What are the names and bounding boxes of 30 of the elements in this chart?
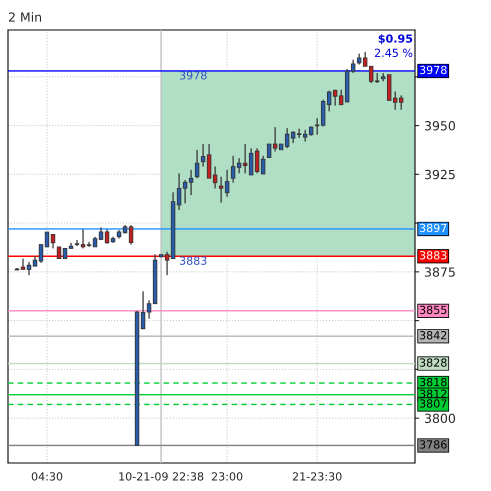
ref-line-label: 3855 bbox=[420, 306, 446, 314]
ref-line-label: 3897 bbox=[420, 224, 446, 232]
x-tick-label: 10-21-09 22:38 bbox=[119, 472, 204, 481]
ref-line-label: 3786 bbox=[420, 440, 447, 449]
x-tick-label: 04:30 bbox=[32, 472, 62, 481]
chart-title: 2 Min bbox=[8, 12, 42, 22]
candlestick bbox=[62, 248, 68, 260]
candlestick bbox=[20, 258, 26, 270]
candlestick bbox=[194, 149, 200, 179]
annotation: 3978 bbox=[420, 66, 447, 74]
y-tick-label: 3800 bbox=[424, 414, 456, 424]
x-tick-label: 23:00 bbox=[212, 472, 242, 481]
ref-line-label: 3818 bbox=[420, 378, 447, 386]
ref-line-label: 3828 bbox=[420, 358, 447, 367]
x-tick-label: 21-23:30 bbox=[292, 472, 342, 481]
y-tick-label: 3925 bbox=[424, 170, 455, 180]
candlestick bbox=[56, 246, 62, 260]
candlestick bbox=[32, 256, 38, 267]
y-tick-label: 3950 bbox=[424, 121, 456, 130]
annotation: $0.95 bbox=[378, 34, 412, 44]
candlestick bbox=[26, 261, 32, 276]
y-tick-label: 3875 bbox=[424, 267, 455, 277]
ref-line-label: 3978 bbox=[180, 71, 207, 80]
annotation: 3883 bbox=[420, 251, 446, 260]
ref-line-label: 3883 bbox=[180, 256, 206, 265]
candlestick bbox=[38, 244, 44, 264]
candlestick bbox=[44, 232, 50, 248]
ref-line-label: 3807 bbox=[420, 399, 446, 408]
annotation: 2.45 % bbox=[374, 48, 412, 58]
ref-line-label: 3842 bbox=[420, 331, 446, 340]
